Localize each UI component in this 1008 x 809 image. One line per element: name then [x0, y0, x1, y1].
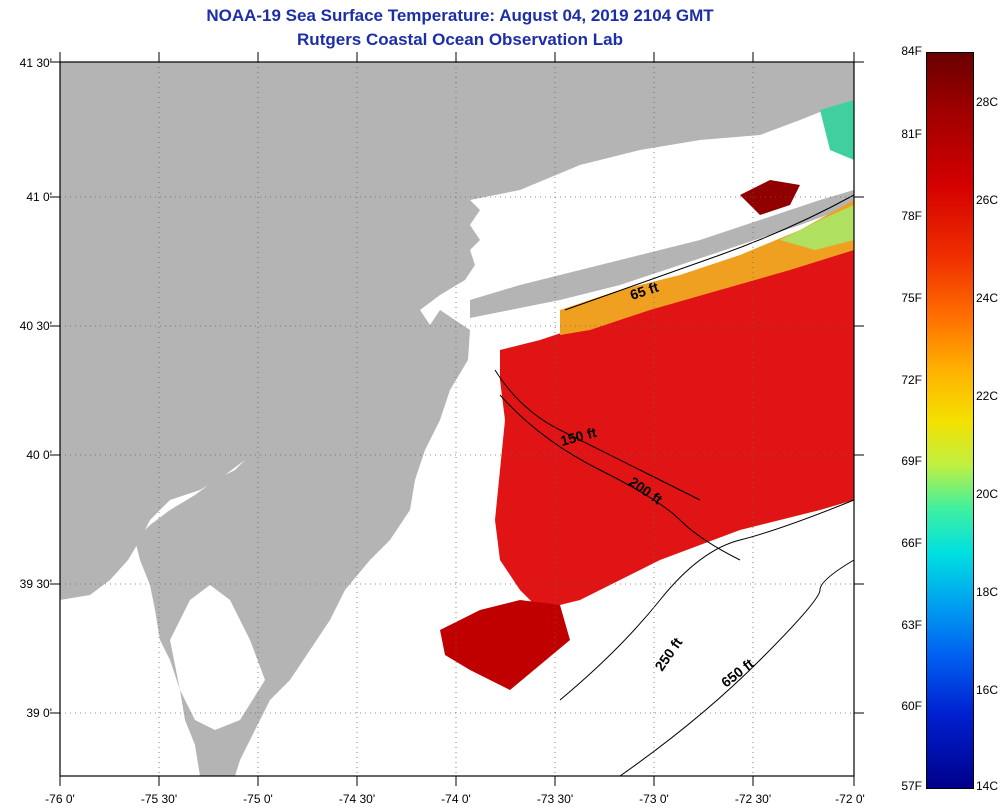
lon-label: -73 0': [639, 792, 669, 806]
colorbar-f-label: 78F: [901, 209, 922, 223]
colorbar-f-label: 57F: [901, 779, 922, 793]
sst-patch-corner: [820, 100, 854, 160]
isobath-lines: [494, 194, 855, 777]
lon-label: -73 30': [536, 792, 574, 806]
lon-label: -72 0': [835, 792, 865, 806]
lon-label: -75 0': [243, 792, 273, 806]
colorbar-f-label: 72F: [901, 373, 922, 387]
delaware-bay: [170, 585, 265, 730]
colorbar-c-label: 28C: [976, 95, 999, 109]
sst-green-patch: [780, 205, 854, 250]
lon-label: -74 30': [338, 792, 376, 806]
colorbar-c-label: 20C: [976, 487, 999, 501]
map-title: NOAA-19 Sea Surface Temperature: August …: [206, 6, 714, 25]
colorbar-f-label: 84F: [901, 44, 922, 58]
lon-label: -75 30': [140, 792, 178, 806]
lat-label: 39 30': [19, 577, 52, 591]
lat-label: 40 0': [26, 448, 52, 462]
lat-label: 41 30': [19, 56, 52, 70]
land-long-island: [470, 190, 854, 318]
lon-label: -72 30': [734, 792, 772, 806]
colorbar-f-label: 75F: [901, 291, 922, 305]
colorbar-c-label: 26C: [976, 193, 999, 207]
lat-label: 40 30': [19, 319, 52, 333]
colorbar-c-label: 18C: [976, 585, 999, 599]
land-mainland: [60, 62, 854, 776]
colorbar-f-label: 66F: [901, 536, 922, 550]
colorbar-f-label: 81F: [901, 127, 922, 141]
map-subtitle: Rutgers Coastal Ocean Observation Lab: [297, 30, 623, 49]
colorbar-c-label: 24C: [976, 291, 999, 305]
lat-label: 39 0': [26, 706, 52, 720]
graticule: [60, 62, 854, 776]
colorbar-c-label: 14C: [976, 779, 999, 793]
map-frame: [59, 61, 855, 777]
sst-hot-lobe: [440, 600, 570, 690]
colorbar-c-label: 22C: [976, 389, 999, 403]
lon-label: -74 0': [441, 792, 471, 806]
colorbar-f-label: 69F: [901, 454, 922, 468]
colorbar-f-label: 60F: [901, 699, 922, 713]
lon-label: -76 0': [45, 792, 75, 806]
tick-marks: [50, 52, 864, 786]
colorbar-f-label: 63F: [901, 618, 922, 632]
lat-label: 41 0': [26, 190, 52, 204]
sst-cool-band: [560, 200, 854, 335]
temperature-colorbar: [926, 52, 974, 789]
colorbar-c-label: 16C: [976, 683, 999, 697]
sst-patch-ne: [740, 180, 800, 215]
